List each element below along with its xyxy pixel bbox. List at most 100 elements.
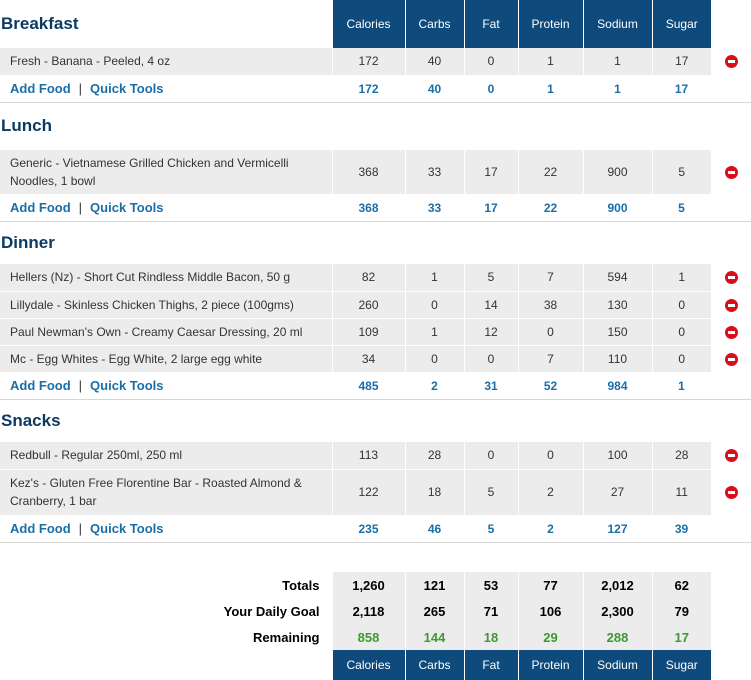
meal-total-fat: 5	[464, 515, 518, 543]
add-food-link[interactable]: Add Food	[10, 81, 71, 96]
quick-tools-link[interactable]: Quick Tools	[90, 521, 164, 536]
column-header-carbs: Carbs	[404, 0, 464, 48]
quick-tools-link[interactable]: Quick Tools	[90, 200, 164, 215]
link-separator: |	[78, 81, 83, 96]
meal-title: Snacks	[1, 410, 61, 430]
row-spacer	[711, 624, 751, 650]
food-name[interactable]: Kez's - Gluten Free Florentine Bar - Roa…	[0, 469, 332, 516]
column-header-calories: Calories	[331, 650, 405, 680]
nutrient-value-sugar: 5	[651, 150, 711, 195]
header-spacer	[518, 221, 583, 264]
spacer-cell	[583, 542, 652, 572]
header-spacer	[711, 221, 751, 264]
meal-total-carbs: 40	[405, 75, 464, 103]
meal-total-fat: 31	[464, 372, 518, 400]
nutrient-value-sodium: 594	[582, 264, 652, 292]
food-row: Hellers (Nz) - Short Cut Rindless Middle…	[0, 264, 751, 292]
nutrient-value-carbs: 1	[404, 318, 464, 346]
nutrient-value-carbs: 40	[404, 48, 464, 76]
nutrient-value-fat: 0	[463, 48, 518, 76]
food-name[interactable]: Fresh - Banana - Peeled, 4 oz	[0, 48, 332, 76]
nutrient-value-sugar: 0	[651, 318, 711, 346]
meal-totals-row: Add Food | Quick Tools 368 33 17 22 900 5	[0, 194, 751, 222]
link-separator: |	[78, 200, 83, 215]
meal-totals-row: Add Food | Quick Tools 172 40 0 1 1 17	[0, 75, 751, 103]
remove-icon[interactable]	[724, 165, 738, 179]
column-header-fat: Fat	[463, 0, 518, 48]
nutrient-value-carbs: 28	[404, 442, 464, 470]
remove-icon[interactable]	[724, 55, 738, 69]
remove-icon[interactable]	[724, 449, 738, 463]
row-spacer	[711, 194, 751, 222]
food-name[interactable]: Mc - Egg Whites - Egg White, 2 large egg…	[0, 345, 332, 373]
nutrient-value-fat: 0	[463, 345, 518, 373]
meal-total-protein: 1	[518, 75, 583, 103]
quick-tools-link[interactable]: Quick Tools	[90, 378, 164, 393]
add-food-link[interactable]: Add Food	[10, 521, 71, 536]
nutrient-value-protein: 38	[517, 291, 583, 319]
delete-cell	[711, 442, 751, 470]
header-spacer	[405, 102, 464, 150]
quick-tools-link[interactable]: Quick Tools	[90, 81, 164, 96]
meal-total-carbs: 46	[405, 515, 464, 543]
food-name[interactable]: Generic - Vietnamese Grilled Chicken and…	[0, 150, 332, 195]
nutrient-value-sodium: 1	[582, 48, 652, 76]
summary-goal-sugar: 79	[651, 598, 711, 624]
column-header-sugar: Sugar	[651, 650, 711, 680]
summary-totals-protein: 77	[517, 572, 583, 598]
nutrient-value-protein: 0	[517, 318, 583, 346]
nutrient-value-protein: 1	[517, 48, 583, 76]
meal-header-row: Snacks	[0, 399, 751, 442]
food-name[interactable]: Paul Newman's Own - Creamy Caesar Dressi…	[0, 318, 332, 346]
nutrient-value-fat: 17	[463, 150, 518, 195]
meal-total-sodium: 984	[583, 372, 652, 400]
nutrient-value-fat: 5	[463, 469, 518, 516]
meal-total-calories: 485	[332, 372, 405, 400]
nutrient-value-sugar: 0	[651, 291, 711, 319]
column-header-sugar: Sugar	[651, 0, 711, 48]
remove-icon[interactable]	[724, 352, 738, 366]
summary-row-goal: Your Daily Goal 2,118 265 71 106 2,300 79	[0, 598, 751, 624]
header-spacer	[652, 399, 711, 442]
remove-icon[interactable]	[724, 298, 738, 312]
nutrient-value-fat: 5	[463, 264, 518, 292]
meal-header-row: Breakfast Calories Carbs Fat Protein Sodium Su…	[0, 0, 751, 48]
summary-label-totals: Totals	[282, 577, 320, 593]
meal-total-sugar: 17	[652, 75, 711, 103]
meal-total-carbs: 33	[405, 194, 464, 222]
food-name[interactable]: Redbull - Regular 250ml, 250 ml	[0, 442, 332, 470]
meal-links: Add Food | Quick Tools	[0, 194, 332, 222]
summary-spacer	[0, 542, 751, 572]
nutrient-value-calories: 113	[331, 442, 405, 470]
link-separator: |	[78, 521, 83, 536]
food-row: Redbull - Regular 250ml, 250 ml 113 28 0 0 10…	[0, 442, 751, 470]
nutrient-value-calories: 260	[331, 291, 405, 319]
remove-icon[interactable]	[724, 325, 738, 339]
nutrient-value-calories: 34	[331, 345, 405, 373]
remove-icon[interactable]	[724, 486, 738, 500]
header-spacer	[583, 399, 652, 442]
header-spacer	[711, 102, 751, 150]
summary-goal-protein: 106	[517, 598, 583, 624]
add-food-link[interactable]: Add Food	[10, 200, 71, 215]
add-food-link[interactable]: Add Food	[10, 378, 71, 393]
nutrient-value-carbs: 0	[404, 291, 464, 319]
food-name[interactable]: Lillydale - Skinless Chicken Thighs, 2 p…	[0, 291, 332, 319]
footer-header-row: Calories Carbs Fat Protein Sodium Sugar	[0, 650, 751, 680]
summary-totals-sodium: 2,012	[582, 572, 652, 598]
nutrient-value-calories: 368	[331, 150, 405, 195]
food-name[interactable]: Hellers (Nz) - Short Cut Rindless Middle…	[0, 264, 332, 292]
summary-label-goal: Your Daily Goal	[223, 603, 320, 619]
header-spacer	[583, 221, 652, 264]
row-spacer	[711, 75, 751, 103]
nutrient-value-protein: 22	[517, 150, 583, 195]
summary-totals-carbs: 121	[404, 572, 464, 598]
delete-cell	[711, 345, 751, 373]
spacer-cell	[405, 542, 464, 572]
nutrient-value-calories: 122	[331, 469, 405, 516]
food-row: Lillydale - Skinless Chicken Thighs, 2 p…	[0, 291, 751, 319]
summary-remaining-fat: 18	[463, 624, 518, 650]
nutrient-value-sugar: 1	[651, 264, 711, 292]
nutrient-value-sodium: 27	[582, 469, 652, 516]
remove-icon[interactable]	[724, 271, 738, 285]
